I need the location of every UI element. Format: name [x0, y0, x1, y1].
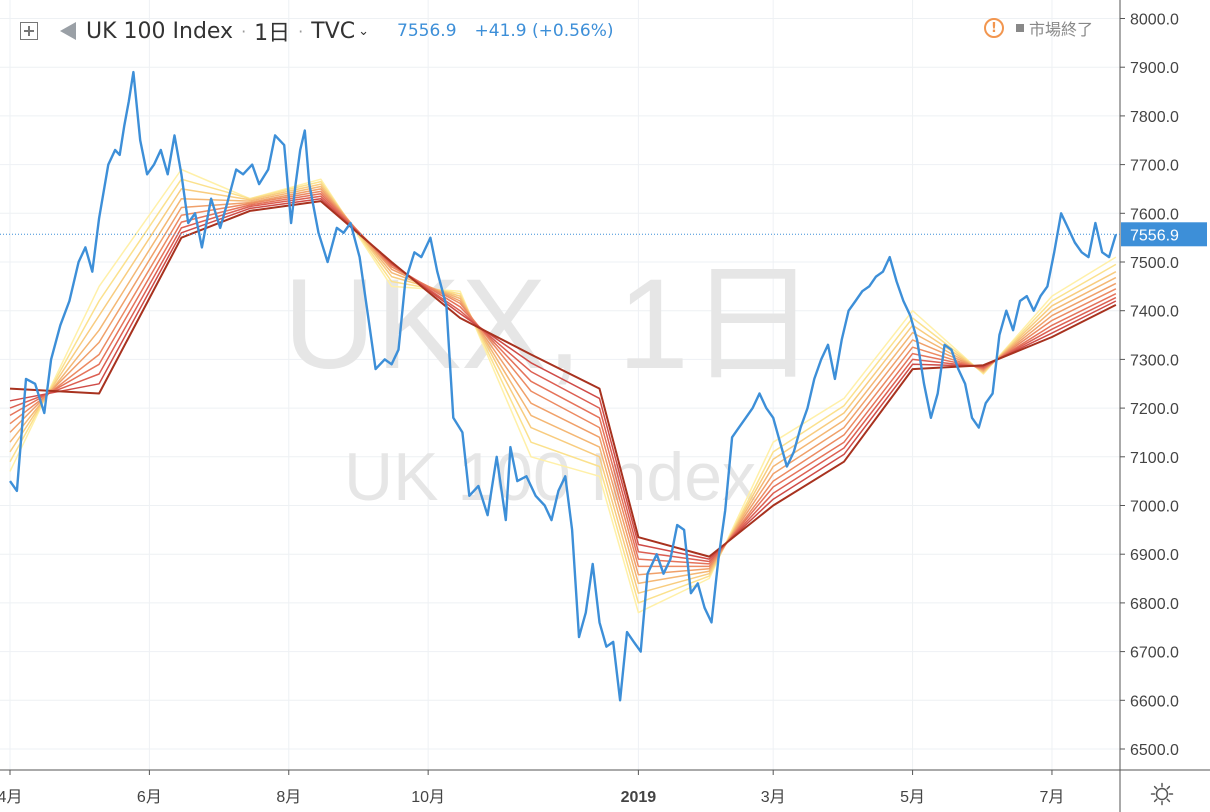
y-tick-label: 7100.0 — [1130, 450, 1179, 467]
ma-line-8 — [9, 195, 1117, 563]
interval-label[interactable]: 1日 — [254, 21, 291, 46]
price-series — [9, 70, 1118, 702]
y-tick-label: 7500.0 — [1130, 255, 1179, 272]
chevron-down-icon[interactable]: ⌄ — [358, 23, 370, 39]
status-dot-icon — [1016, 24, 1024, 32]
market-status: ! 市場終了 — [984, 16, 1093, 40]
y-tick-label: 7600.0 — [1130, 206, 1179, 223]
price-change: +41.9 (+0.56%) — [474, 21, 614, 41]
ma-line-3 — [9, 183, 1117, 594]
last-price: 7556.9 — [397, 21, 457, 41]
ma-line-10 — [9, 200, 1117, 558]
ma-line-2 — [9, 178, 1117, 604]
y-tick-label: 7400.0 — [1130, 304, 1179, 321]
y-tick-label: 7800.0 — [1130, 109, 1179, 126]
ma-line-7 — [9, 193, 1117, 565]
y-tick-label: 6800.0 — [1130, 596, 1179, 613]
x-tick-label: 5月 — [900, 789, 925, 806]
y-tick-label: 7300.0 — [1130, 352, 1179, 369]
gear-icon[interactable] — [1150, 782, 1174, 806]
y-tick-label: 7200.0 — [1130, 401, 1179, 418]
x-tick-label: 4月 — [0, 789, 22, 806]
ma-line-1 — [9, 168, 1117, 614]
price-line — [9, 70, 1118, 702]
chart-header: UK 100 Index · 1日 · TVC ⌄ 7556.9 +41.9 (… — [0, 14, 614, 48]
symbol-name[interactable]: UK 100 Index — [86, 18, 234, 44]
price-axis-label: 7556.9 — [1130, 227, 1179, 244]
y-tick-label: 8000.0 — [1130, 12, 1179, 29]
x-tick-label: 10月 — [411, 789, 445, 806]
separator-dot: · — [298, 21, 304, 41]
y-tick-label: 6900.0 — [1130, 547, 1179, 564]
x-tick-label: 3月 — [761, 789, 786, 806]
warning-icon[interactable]: ! — [984, 18, 1004, 38]
y-tick-label: 6700.0 — [1130, 645, 1179, 662]
separator-dot: · — [241, 21, 247, 41]
expand-icon[interactable] — [20, 22, 38, 40]
y-tick-label: 6600.0 — [1130, 693, 1179, 710]
x-tick-label: 7月 — [1040, 789, 1065, 806]
y-tick-label: 7700.0 — [1130, 158, 1179, 175]
x-tick-label: 6月 — [137, 789, 162, 806]
x-tick-label: 2019 — [621, 789, 657, 806]
market-status-label: 市場終了 — [1029, 20, 1094, 39]
y-tick-label: 7900.0 — [1130, 60, 1179, 77]
x-tick-label: 8月 — [276, 789, 301, 806]
grid — [0, 0, 1120, 770]
source-label[interactable]: TVC — [311, 18, 356, 44]
flag-icon[interactable] — [60, 22, 76, 40]
y-tick-label: 6500.0 — [1130, 742, 1179, 759]
ma-line-9 — [9, 197, 1117, 560]
y-tick-label: 7000.0 — [1130, 499, 1179, 516]
price-label-bg — [1121, 222, 1207, 247]
watermark-name: UK 100 Index — [344, 439, 756, 515]
